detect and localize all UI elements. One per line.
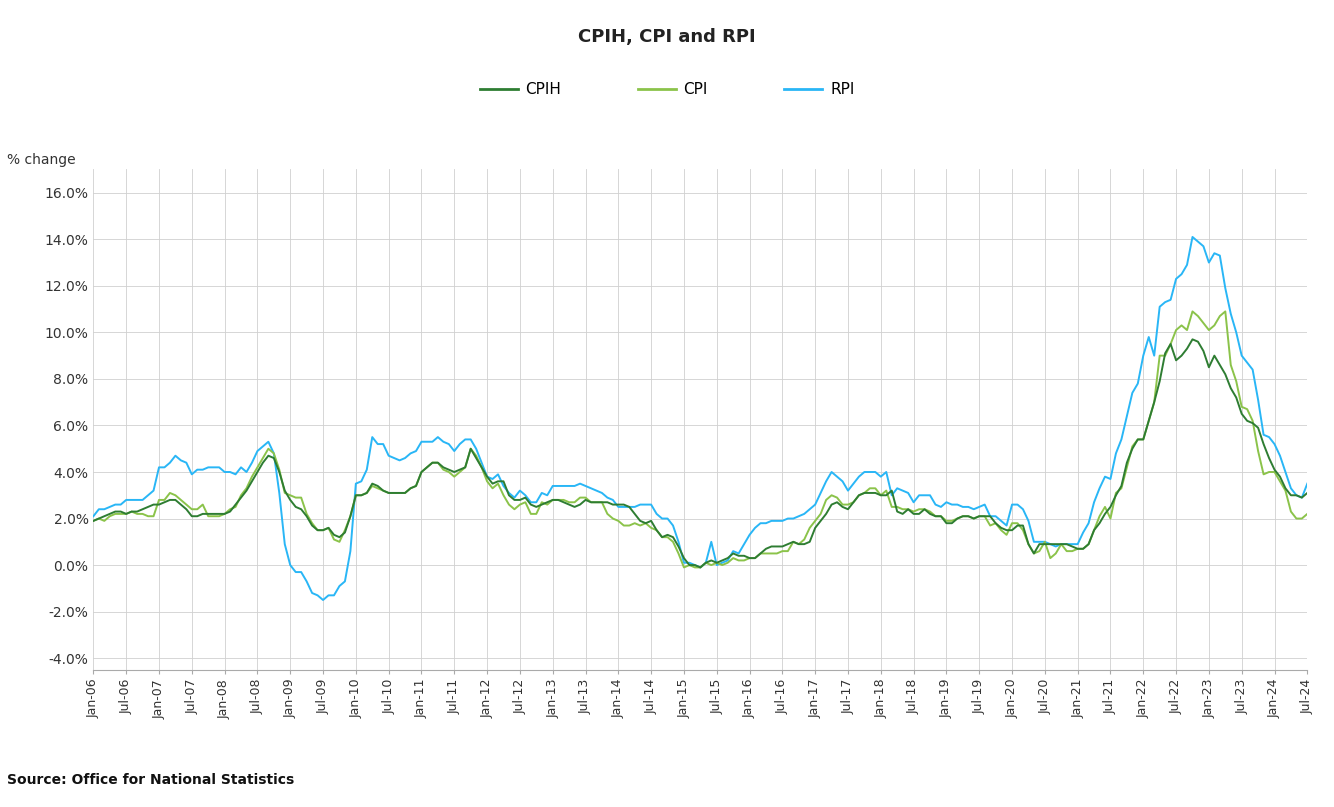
Text: Source: Office for National Statistics: Source: Office for National Statistics (7, 773, 293, 787)
Text: % change: % change (7, 153, 75, 167)
Text: CPIH, CPI and RPI: CPIH, CPI and RPI (578, 28, 756, 46)
Legend: CPIH, CPI, RPI: CPIH, CPI, RPI (474, 76, 860, 103)
